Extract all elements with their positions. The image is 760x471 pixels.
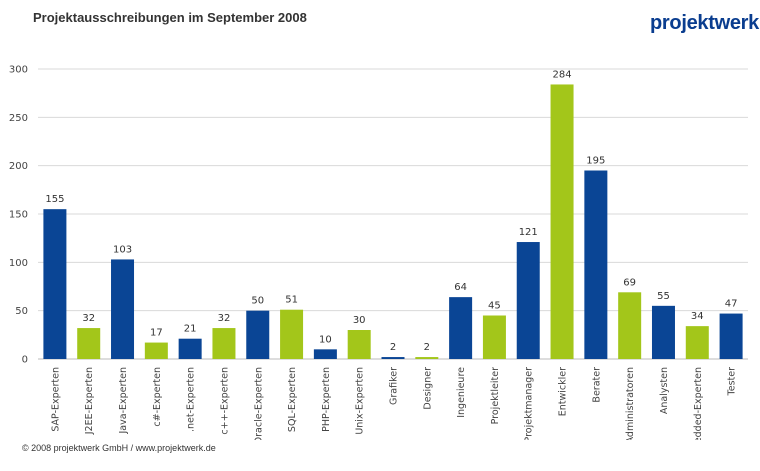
bar bbox=[347, 330, 371, 359]
bar bbox=[651, 305, 675, 359]
data-label: 50 bbox=[251, 296, 264, 307]
x-tick-label: Embedded-Experten bbox=[693, 367, 704, 440]
y-tick-label: 250 bbox=[9, 113, 28, 124]
y-tick-label: 300 bbox=[9, 65, 28, 76]
data-label: 64 bbox=[454, 282, 467, 293]
x-tick-label: .net-Experten bbox=[186, 367, 197, 432]
data-label: 47 bbox=[725, 299, 738, 310]
x-tick-label: PHP-Experten bbox=[321, 367, 332, 432]
data-label: 103 bbox=[113, 244, 132, 255]
x-tick-label: Designer bbox=[422, 367, 433, 410]
data-label: 17 bbox=[150, 328, 163, 339]
bar bbox=[111, 259, 135, 359]
data-label: 55 bbox=[657, 291, 670, 302]
data-label: 155 bbox=[45, 194, 64, 205]
x-tick-label: Ingenieure bbox=[456, 367, 467, 418]
copyright-footer: © 2008 projektwerk GmbH / www.projektwer… bbox=[22, 443, 216, 453]
bar bbox=[516, 242, 540, 359]
data-label: 2 bbox=[390, 342, 396, 353]
data-label: 195 bbox=[586, 156, 605, 167]
bar bbox=[719, 313, 743, 359]
x-tick-label: Administratoren bbox=[625, 367, 636, 440]
data-label: 2 bbox=[424, 342, 430, 353]
y-tick-label: 200 bbox=[9, 161, 28, 172]
bar bbox=[550, 84, 574, 359]
data-label: 51 bbox=[285, 295, 298, 306]
logo-text: projektwerk bbox=[650, 12, 759, 34]
bar bbox=[246, 310, 270, 359]
data-label: 32 bbox=[82, 313, 95, 324]
y-tick-label: 100 bbox=[9, 258, 28, 269]
bar bbox=[381, 357, 405, 359]
y-tick-label: 0 bbox=[22, 355, 28, 366]
bar bbox=[178, 338, 202, 359]
bar bbox=[584, 170, 608, 359]
x-tick-label: Unix-Experten bbox=[355, 367, 366, 435]
projektwerk-logo[interactable]: projektwerk bbox=[650, 12, 760, 35]
data-label: 32 bbox=[218, 313, 231, 324]
data-label: 10 bbox=[319, 334, 332, 345]
bar bbox=[685, 326, 709, 359]
x-tick-label: Projektleiter bbox=[490, 367, 501, 424]
bar bbox=[43, 209, 67, 359]
x-tick-label: J2EE-Experten bbox=[84, 367, 95, 435]
y-tick-label: 150 bbox=[9, 210, 28, 221]
x-tick-label: Analysten bbox=[659, 367, 670, 414]
x-tick-label: Berater bbox=[591, 367, 602, 403]
data-label: 30 bbox=[353, 315, 366, 326]
x-tick-label: Tester bbox=[727, 367, 738, 397]
x-tick-label: Entwickler bbox=[558, 367, 569, 416]
bar bbox=[449, 297, 473, 359]
x-tick-label: SAP-Experten bbox=[50, 367, 61, 432]
bar bbox=[313, 349, 337, 359]
y-tick-label: 50 bbox=[15, 306, 28, 317]
data-label: 284 bbox=[553, 69, 572, 80]
x-tick-label: Projektmanager bbox=[524, 367, 535, 440]
x-tick-label: c#-Experten bbox=[152, 367, 163, 427]
bar bbox=[415, 357, 439, 359]
x-tick-label: Grafiker bbox=[389, 367, 400, 405]
bar bbox=[618, 292, 642, 359]
bar bbox=[482, 315, 506, 359]
data-label: 21 bbox=[184, 324, 197, 335]
data-label: 34 bbox=[691, 311, 704, 322]
bar-chart: 050100150200250300155SAP-Experten32J2EE-… bbox=[9, 65, 748, 465]
data-label: 121 bbox=[519, 227, 538, 238]
bar bbox=[77, 328, 101, 359]
data-label: 69 bbox=[623, 277, 636, 288]
bar bbox=[144, 342, 168, 359]
x-tick-label: Oracle-Experten bbox=[253, 367, 264, 440]
x-tick-label: SQL-Experten bbox=[287, 367, 298, 432]
bar bbox=[212, 328, 236, 359]
x-tick-label: c++-Experten bbox=[219, 367, 230, 435]
data-label: 45 bbox=[488, 301, 501, 312]
x-tick-label: Java-Experten bbox=[118, 367, 129, 435]
bar bbox=[280, 309, 304, 359]
chart-area: 0 50 100 150 200 250 300 155 SAP-Experten 32 J2EE-… bbox=[9, 65, 748, 465]
chart-title: Projektausschreibungen im September 2008 bbox=[33, 10, 307, 25]
